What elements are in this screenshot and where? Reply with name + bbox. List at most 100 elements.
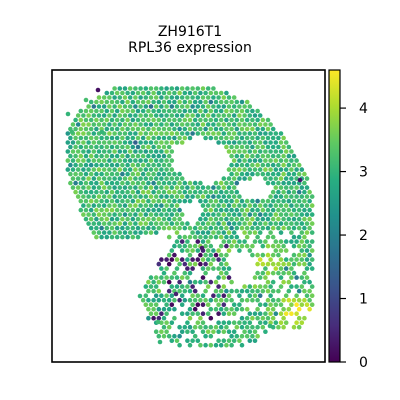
expression-spot bbox=[148, 203, 154, 208]
expression-spot bbox=[107, 230, 112, 235]
expression-spot bbox=[86, 104, 91, 109]
expression-spot bbox=[208, 99, 214, 105]
expression-spot bbox=[99, 180, 104, 186]
expression-spot bbox=[296, 234, 302, 240]
expression-spot bbox=[299, 248, 305, 253]
expression-spot bbox=[68, 171, 73, 177]
expression-spot bbox=[270, 279, 276, 285]
expression-spot bbox=[174, 221, 180, 226]
expression-spot bbox=[68, 153, 73, 159]
expression-spot bbox=[138, 95, 143, 100]
expression-spot bbox=[200, 293, 206, 299]
expression-spot bbox=[192, 288, 198, 294]
expression-spot bbox=[117, 203, 123, 208]
expression-spot bbox=[125, 198, 130, 204]
expression-spot bbox=[291, 234, 297, 240]
expression-spot bbox=[179, 95, 185, 100]
expression-spot bbox=[135, 108, 141, 114]
expression-spot bbox=[231, 122, 237, 127]
expression-spot bbox=[185, 284, 190, 289]
expression-spot bbox=[270, 153, 276, 159]
expression-spot bbox=[289, 176, 294, 181]
expression-spot bbox=[104, 99, 110, 105]
expression-spot bbox=[156, 315, 162, 321]
expression-spot bbox=[112, 176, 117, 181]
expression-spot bbox=[143, 176, 149, 181]
expression-spot bbox=[109, 153, 115, 159]
expression-spot bbox=[109, 216, 115, 222]
expression-spot bbox=[169, 86, 175, 91]
expression-spot bbox=[231, 311, 237, 317]
expression-spot bbox=[242, 230, 247, 235]
expression-spot bbox=[70, 149, 76, 154]
expression-spot bbox=[199, 245, 205, 251]
expression-spot bbox=[104, 162, 110, 168]
expression-spot bbox=[278, 131, 284, 136]
expression-spot bbox=[190, 329, 195, 335]
expression-spot bbox=[112, 122, 117, 127]
expression-spot bbox=[265, 144, 271, 150]
expression-spot bbox=[120, 198, 125, 204]
expression-spot bbox=[255, 198, 260, 204]
expression-spot bbox=[140, 108, 146, 114]
expression-spot bbox=[216, 185, 221, 190]
expression-spot bbox=[299, 221, 305, 226]
expression-spot bbox=[177, 288, 182, 294]
expression-spot bbox=[81, 131, 86, 136]
expression-spot bbox=[309, 212, 315, 217]
expression-spot bbox=[263, 158, 268, 163]
expression-spot bbox=[205, 203, 211, 208]
expression-spot bbox=[96, 167, 102, 172]
expression-spot bbox=[187, 243, 193, 249]
expression-spot bbox=[231, 239, 237, 244]
expression-spot bbox=[174, 104, 180, 109]
expression-spot bbox=[114, 108, 120, 114]
expression-spot bbox=[164, 104, 169, 109]
expression-spot bbox=[122, 149, 128, 154]
expression-spot bbox=[224, 297, 229, 303]
expression-spot bbox=[296, 207, 302, 213]
expression-spot bbox=[265, 234, 271, 240]
expression-spot bbox=[130, 99, 136, 105]
expression-spot bbox=[153, 122, 159, 127]
expression-spot bbox=[161, 171, 167, 177]
expression-spot bbox=[159, 257, 164, 262]
expression-spot bbox=[229, 153, 234, 159]
expression-spot bbox=[281, 135, 286, 141]
expression-spot bbox=[185, 95, 190, 100]
expression-spot bbox=[94, 153, 99, 159]
expression-spot bbox=[250, 216, 255, 222]
expression-spot bbox=[112, 203, 117, 208]
expression-spot bbox=[302, 180, 307, 186]
expression-spot bbox=[224, 234, 229, 240]
expression-spot bbox=[270, 135, 276, 141]
expression-spot bbox=[216, 257, 221, 262]
expression-spot bbox=[250, 153, 255, 159]
expression-spot bbox=[231, 203, 237, 208]
chart-title-line-2: RPL36 expression bbox=[128, 40, 252, 56]
expression-spot bbox=[140, 198, 146, 204]
expression-spot bbox=[138, 140, 143, 145]
expression-spot bbox=[278, 257, 284, 262]
expression-spot bbox=[234, 288, 240, 294]
expression-spot bbox=[244, 306, 250, 312]
expression-spot bbox=[226, 320, 232, 326]
expression-spot bbox=[127, 95, 133, 100]
expression-spot bbox=[255, 270, 260, 276]
expression-spot bbox=[218, 297, 224, 303]
expression-spot bbox=[148, 95, 154, 100]
expression-spot bbox=[208, 324, 214, 330]
expression-spot bbox=[226, 248, 232, 253]
expression-spot bbox=[247, 293, 253, 299]
expression-spot bbox=[218, 189, 224, 195]
expression-spot bbox=[208, 189, 214, 195]
expression-spot bbox=[296, 189, 302, 195]
expression-spot bbox=[169, 149, 175, 154]
expression-spot bbox=[101, 185, 107, 190]
expression-spot bbox=[244, 117, 250, 123]
expression-spot bbox=[263, 176, 268, 181]
expression-spot bbox=[265, 243, 271, 249]
expression-spot bbox=[281, 198, 286, 204]
expression-spot bbox=[250, 243, 255, 249]
expression-spot bbox=[117, 194, 123, 199]
